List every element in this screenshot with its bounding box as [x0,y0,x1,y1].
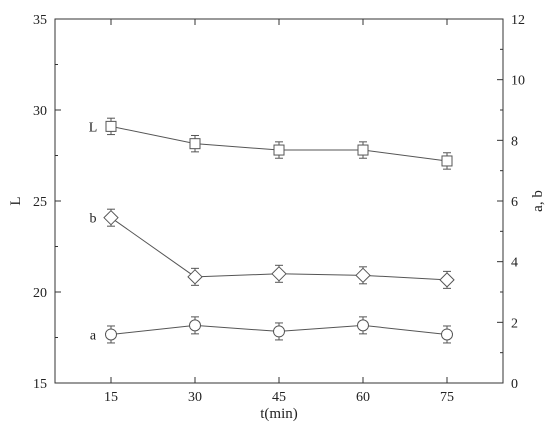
data-point-a [357,319,369,332]
data-point-a [189,319,201,332]
y2-axis-title: a, b [530,190,546,212]
x-tick-label: 45 [272,390,286,405]
x-tick-label: 15 [104,390,118,405]
data-point-b [439,272,455,288]
data-point-L [273,144,285,156]
series-layer: Lb a [89,117,455,343]
y2-tick-label: 10 [511,74,525,89]
y-tick-label: 20 [33,286,47,301]
data-point-b [355,267,371,284]
y-tick-label: 30 [33,104,47,119]
x-tick-label: 30 [188,390,202,405]
y2-tick-label: 6 [511,195,518,210]
data-point-b [187,269,203,285]
series-label-a: a [90,328,97,343]
x-axis-title: t(min) [260,406,298,422]
ticks-layer: 15 30 45 60 75 15 20 25 30 35 0 2 4 6 8 10 12 [33,13,525,405]
data-point-L [189,138,201,150]
data-point-a [273,325,285,338]
y-tick-label: 15 [33,377,47,392]
y2-tick-label: 12 [511,13,525,28]
data-point-L [105,120,117,132]
x-tick-label: 75 [440,390,454,405]
data-point-L [441,155,453,167]
y2-tick-label: 0 [511,377,518,392]
y-axis-title: L [8,196,24,205]
data-point-a [441,328,453,341]
y2-tick-label: 8 [511,134,518,149]
series-label-b: b [90,212,97,227]
series-label-L: L [89,120,98,135]
data-point-L [357,144,369,156]
data-point-a [105,328,117,341]
y2-tick-label: 4 [511,256,518,271]
y-tick-label: 35 [33,13,47,28]
data-point-b [103,209,119,226]
y2-tick-label: 2 [511,316,518,331]
y-tick-label: 25 [33,195,47,210]
data-point-b [271,266,287,282]
x-tick-label: 60 [356,390,370,405]
